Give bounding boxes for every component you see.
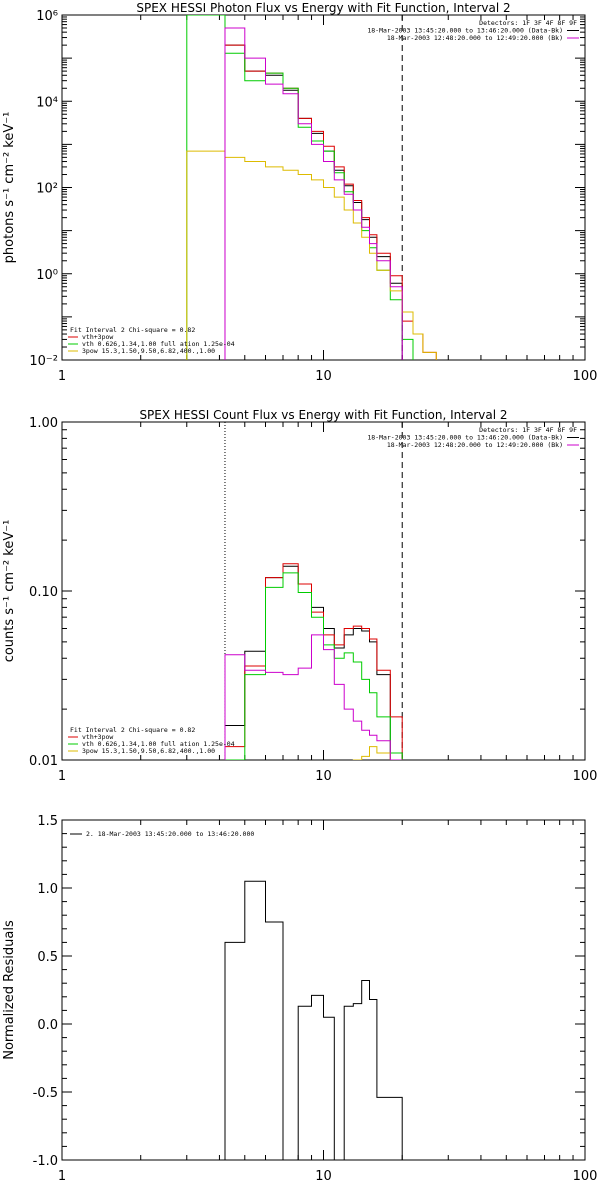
- x-tick-label: 10: [315, 1169, 332, 1184]
- legend-text: 3pow 15.3,1.50,9.50,6.82,400.,1.00: [82, 747, 215, 755]
- x-tick-label: 10: [315, 369, 332, 384]
- chart-title: SPEX HESSI Photon Flux vs Energy with Fi…: [136, 1, 510, 15]
- legend-text: Detectors: 1F 3F 4F 8F 9F: [479, 19, 577, 27]
- legend-text: vth+3pow: [82, 733, 113, 741]
- y-axis-label: Normalized Residuals: [2, 920, 17, 1060]
- legend-text: vth 0.626,1.34,1.00 full ation 1.25e-04: [82, 740, 235, 748]
- legend-text: 3pow 15.3,1.50,9.50,6.82,400.,1.00: [82, 347, 215, 355]
- legend-text: 18-Mar-2003 13:45:20.000 to 13:46:20.000…: [367, 27, 563, 35]
- series-vth-0-626-1-34-1-00: [224, 572, 403, 760]
- x-tick-label: 1: [58, 1169, 66, 1184]
- series-group: [224, 880, 403, 1160]
- x-tick-label: 100: [573, 1169, 598, 1184]
- chart-panel-2: SPEX HESSI Count Flux vs Energy with Fit…: [2, 408, 597, 784]
- series-group: [224, 563, 403, 760]
- legend-text: 18-Mar-2003 12:48:20.000 to 12:49:20.000…: [387, 34, 563, 42]
- y-tick-label: 1.5: [37, 814, 58, 829]
- series-3pow: [352, 746, 391, 760]
- y-tick-label: -0.5: [33, 1086, 58, 1101]
- legend-top-left: 2. 18-Mar-2003 13:45:20.000 to 13:46:20.…: [70, 830, 254, 838]
- legend-text: 18-Mar-2003 12:48:20.000 to 12:49:20.000…: [387, 441, 563, 449]
- chart-title: SPEX HESSI Count Flux vs Energy with Fit…: [139, 408, 507, 422]
- series-bk: [224, 27, 403, 360]
- legend-text: vth 0.626,1.34,1.00 full ation 1.25e-04: [82, 340, 235, 348]
- y-axis-label: counts s⁻¹ cm⁻² keV⁻¹: [2, 520, 17, 663]
- y-tick-label: 1.00: [29, 416, 58, 431]
- chart-panel-3: 1 10 100 -1.0 -0.5 0.0 0.5 1.0 1.5 Normalized Res…: [2, 814, 597, 1184]
- y-tick-label: 0.10: [29, 585, 58, 600]
- x-tick-label: 100: [573, 369, 598, 384]
- series-bk: [224, 634, 403, 760]
- legend-text: 18-Mar-2003 13:45:20.000 to 13:46:20.000…: [367, 434, 563, 442]
- series-data-bk: [224, 44, 403, 360]
- series-2-18-mar-2003-13-45-20-000-to-13-46-20-000: [224, 880, 403, 1160]
- y-axis: -1.0 -0.5 0.0 0.5 1.0 1.5: [33, 814, 585, 1169]
- y-tick-label: 10⁰: [36, 268, 58, 283]
- y-tick-label: 0.0: [37, 1018, 58, 1033]
- y-tick-label: 0.01: [29, 754, 58, 769]
- y-tick-label: 10⁶: [36, 9, 58, 24]
- y-tick-label: 0.5: [37, 950, 58, 965]
- legend-text: Fit Interval 2 Chi-square = 0.82: [70, 326, 195, 334]
- legend-bottom-left: Fit Interval 2 Chi-square = 0.82vth+3pow…: [68, 326, 235, 355]
- legend-text: Detectors: 1F 3F 4F 8F 9F: [479, 426, 577, 434]
- x-tick-label: 1: [58, 369, 66, 384]
- x-axis: 1 10 100: [58, 820, 598, 1184]
- legend-text: 2. 18-Mar-2003 13:45:20.000 to 13:46:20.…: [86, 830, 254, 838]
- legend-text: vth+3pow: [82, 333, 113, 341]
- legend-bottom-left: Fit Interval 2 Chi-square = 0.82vth+3pow…: [68, 726, 235, 755]
- chart-panel-1: SPEX HESSI Photon Flux vs Energy with Fi…: [2, 1, 597, 384]
- series-vth-3pow: [224, 44, 437, 360]
- y-tick-label: 10⁴: [36, 95, 58, 110]
- y-tick-label: -1.0: [33, 1154, 58, 1169]
- x-tick-label: 1: [58, 769, 66, 784]
- plot-frame: [61, 421, 586, 761]
- y-axis-label: photons s⁻¹ cm⁻² keV⁻¹: [2, 112, 17, 264]
- y-tick-label: 10⁻²: [29, 354, 58, 369]
- y-tick-label: 10²: [36, 182, 58, 197]
- y-axis: 10⁻² 10⁰ 10² 10⁴ 10⁶: [29, 9, 585, 369]
- series-3pow: [186, 150, 437, 360]
- y-axis: 0.01 0.10 1.00: [29, 416, 585, 769]
- series-vth-0-626-1-34-1-00: [186, 15, 414, 360]
- plot-frame: [61, 819, 586, 1161]
- x-tick-label: 10: [315, 769, 332, 784]
- legend-text: Fit Interval 2 Chi-square = 0.82: [70, 726, 195, 734]
- series-group: [186, 15, 437, 360]
- y-tick-label: 1.0: [37, 882, 58, 897]
- x-tick-label: 100: [573, 769, 598, 784]
